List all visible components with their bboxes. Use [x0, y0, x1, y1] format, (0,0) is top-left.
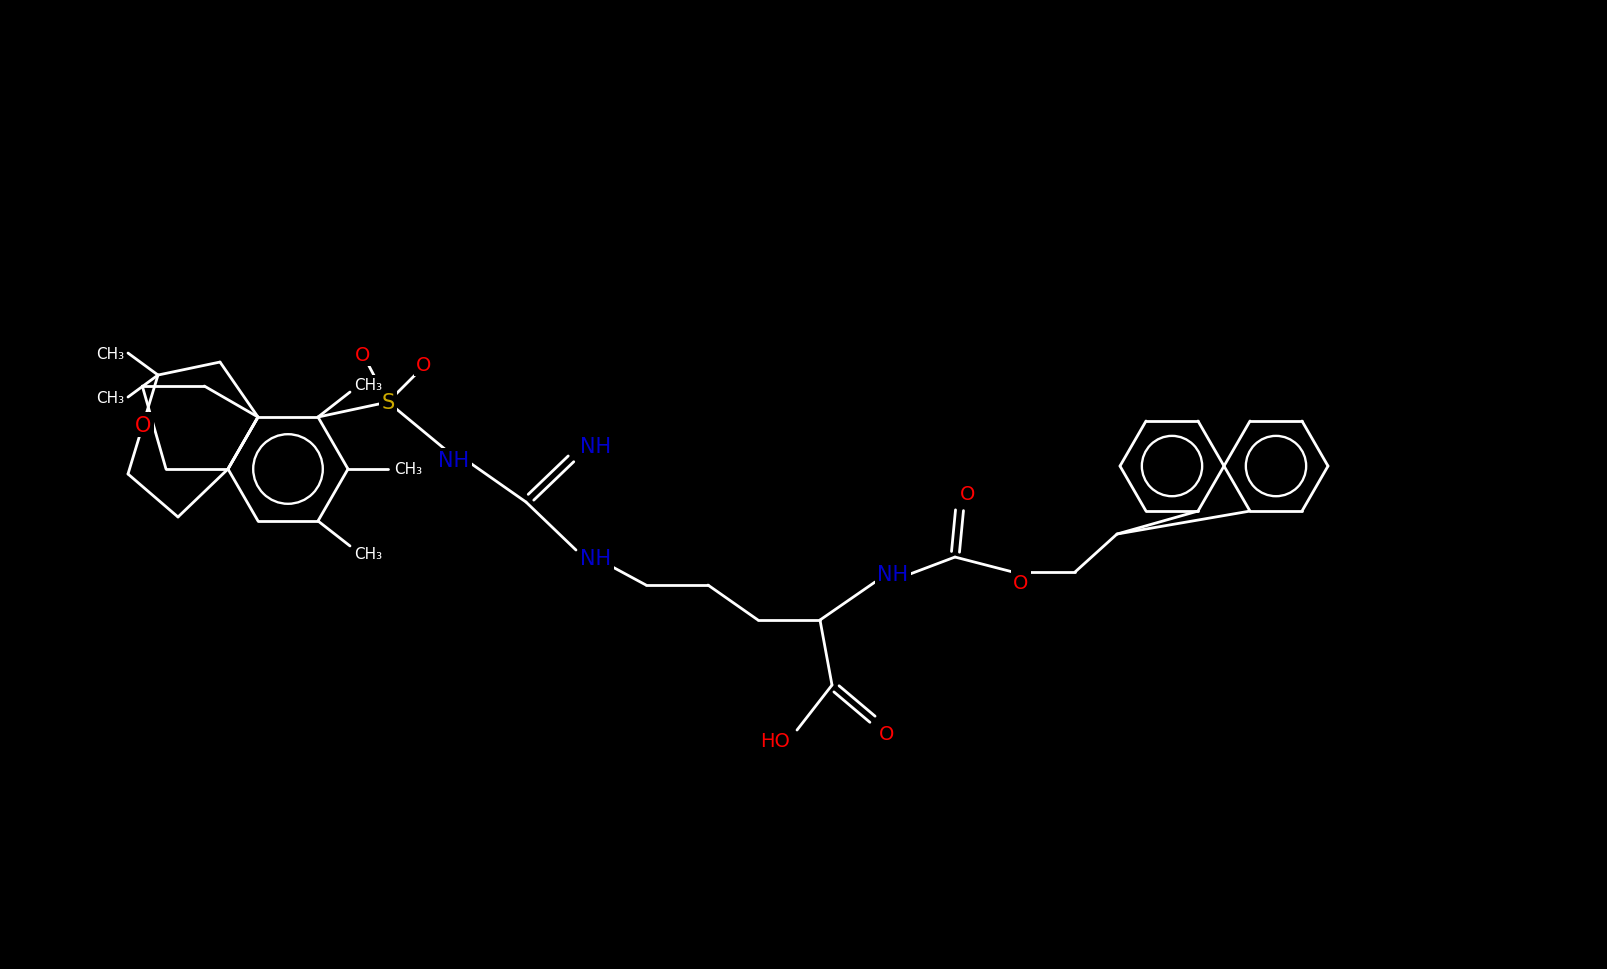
- Text: S: S: [381, 392, 395, 413]
- Text: CH₃: CH₃: [354, 547, 382, 562]
- Text: NH: NH: [439, 451, 469, 471]
- Text: NH: NH: [877, 565, 908, 584]
- Text: CH₃: CH₃: [394, 462, 423, 477]
- Text: NH: NH: [580, 548, 612, 569]
- Text: O: O: [879, 724, 895, 743]
- Text: CH₃: CH₃: [96, 346, 124, 361]
- Text: O: O: [1014, 573, 1028, 592]
- Text: O: O: [355, 345, 371, 364]
- Text: O: O: [135, 415, 151, 435]
- Text: CH₃: CH₃: [354, 377, 382, 392]
- Text: O: O: [961, 484, 975, 503]
- Text: O: O: [416, 356, 432, 374]
- Text: NH: NH: [580, 437, 612, 456]
- Text: HO: HO: [760, 731, 791, 750]
- Text: CH₃: CH₃: [96, 391, 124, 405]
